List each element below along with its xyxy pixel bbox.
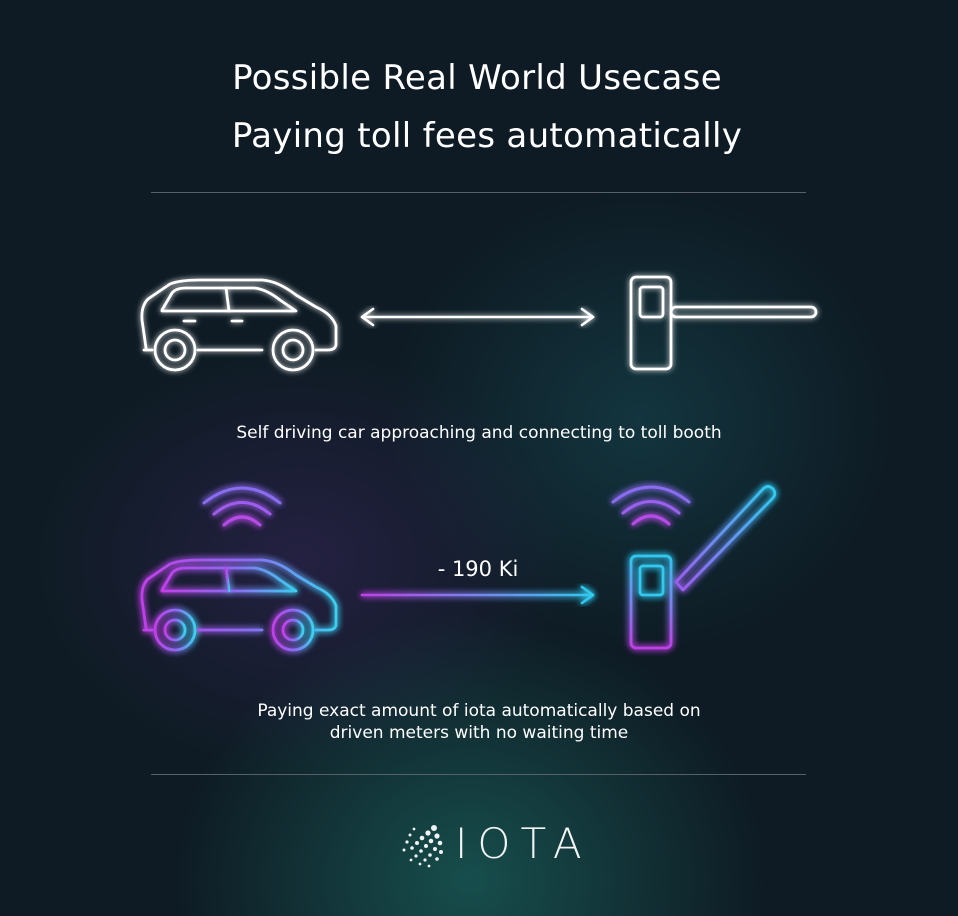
payment-arrow-icon [360, 585, 595, 605]
wifi-signal-icon [202, 486, 282, 527]
car-outline-icon [140, 278, 338, 372]
title-line-2: Paying toll fees automatically [231, 116, 743, 156]
iota-logo-text: IOTA [455, 819, 592, 868]
scene2-caption-line-2: driven meters with no waiting time [329, 723, 629, 743]
payment-amount: - 190 Ki [437, 557, 519, 581]
title-line-1: Possible Real World Usecase [232, 58, 722, 98]
scene1-caption: Self driving car approaching and connect… [236, 423, 722, 443]
double-arrow-icon [360, 307, 595, 327]
divider-top [151, 192, 806, 193]
booth-signal-icon [611, 485, 691, 526]
scene2-caption-line-1: Paying exact amount of iota automaticall… [257, 701, 701, 721]
toll-booth-closed-icon [629, 275, 818, 371]
divider-bottom [151, 774, 806, 775]
toll-booth-open-icon [629, 485, 777, 650]
car-connected-icon [140, 558, 338, 652]
iota-logo-icon [402, 825, 443, 868]
